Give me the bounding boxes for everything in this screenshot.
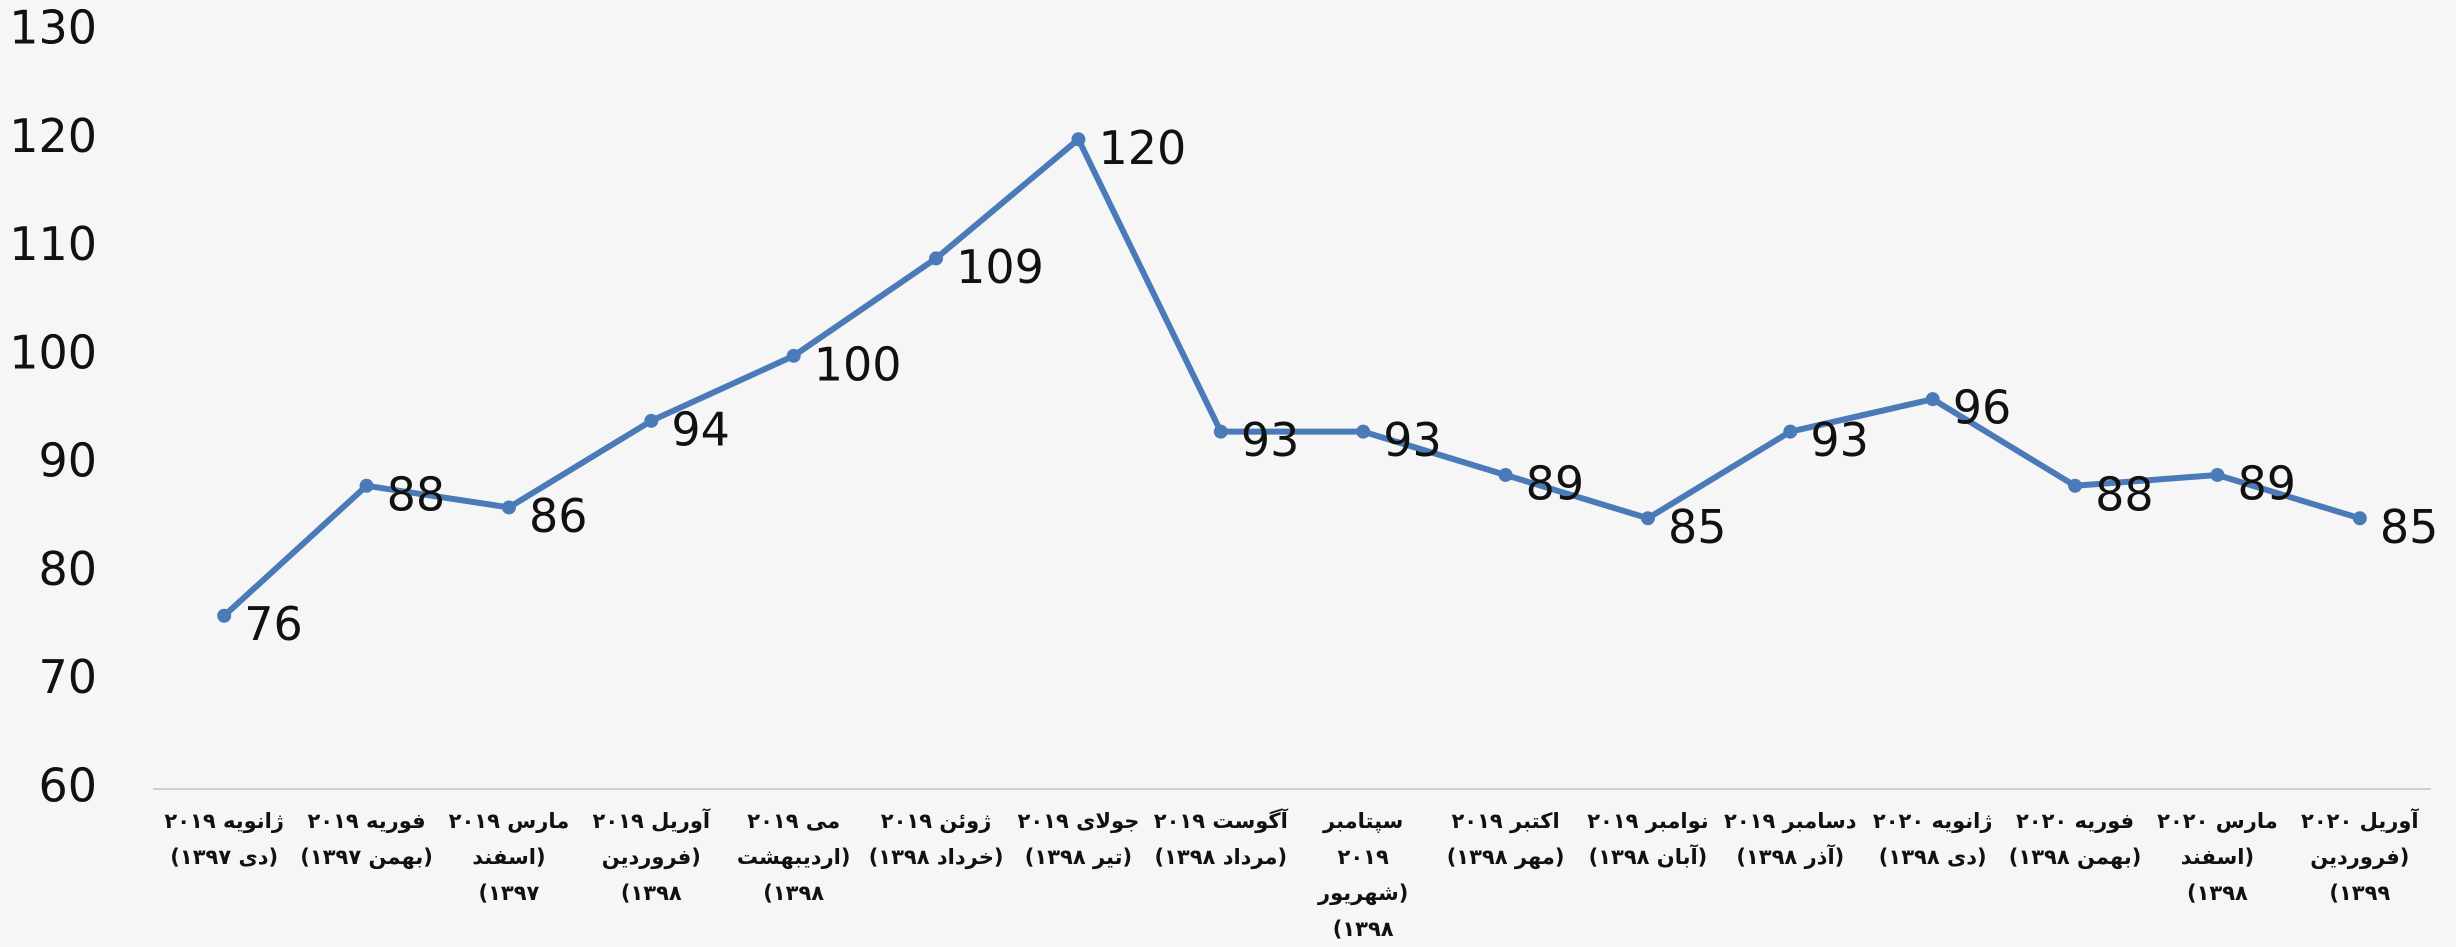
x-tick-label: فوریه ۲۰۲۰ (بهمن ۱۳۹۸) [2008, 809, 2142, 869]
x-tick-label: آوریل ۲۰۲۰ (فروردین ۱۳۹۹) [2301, 809, 2419, 905]
marker [929, 251, 944, 266]
y-tick-label: 130 [9, 1, 97, 55]
data-label: 120 [1098, 121, 1186, 175]
marker [359, 478, 374, 493]
x-tick-label: ژوئن ۲۰۱۹ (خرداد ۱۳۹۸) [868, 809, 1004, 869]
x-tick-label: می ۲۰۱۹ (اردیبهشت ۱۳۹۸) [736, 809, 851, 905]
x-tick-label: نوامبر ۲۰۱۹ (آبان ۱۳۹۸) [1587, 809, 1709, 869]
marker [2352, 511, 2367, 526]
y-tick-label: 120 [9, 109, 97, 163]
data-label: 88 [2095, 467, 2154, 521]
y-tick-label: 70 [38, 650, 97, 704]
y-tick-label: 60 [38, 759, 97, 813]
data-label: 93 [1383, 413, 1442, 467]
x-tick-label: آوریل ۲۰۱۹ (فروردین ۱۳۹۸) [592, 809, 711, 905]
x-tick-label: آگوست ۲۰۱۹ (مرداد ۱۳۹۸) [1153, 809, 1288, 869]
marker [786, 348, 801, 363]
marker [1071, 132, 1086, 147]
data-label: 85 [2380, 500, 2439, 554]
y-tick-label: 100 [9, 325, 97, 379]
y-tick-label: 110 [9, 217, 97, 271]
data-label: 89 [1526, 456, 1585, 510]
data-label: 93 [1241, 413, 1300, 467]
x-tick-label: مارس ۲۰۱۹ (اسفند ۱۳۹۷) [448, 809, 570, 905]
x-tick-label: ژانویه ۲۰۱۹ (دی ۱۳۹۷) [164, 809, 284, 869]
data-label: 85 [1668, 500, 1727, 554]
data-label: 94 [671, 402, 730, 456]
marker [2210, 467, 2225, 482]
data-label: 96 [1953, 381, 2012, 435]
marker [1783, 424, 1798, 439]
chart: 60 70 80 90 100 110 120 130 76 88 86 94 100 109 120 93 9… [9, 1, 2439, 813]
x-tick-label: مارس ۲۰۲۰ (اسفند ۱۳۹۸) [2157, 809, 2278, 905]
marker [1356, 424, 1371, 439]
data-label: 86 [529, 489, 588, 543]
x-tick-label: دسامبر ۲۰۱۹ (آذر ۱۳۹۸) [1724, 809, 1857, 869]
line [222, 136, 2361, 618]
data-label: 88 [387, 467, 446, 521]
marker [1213, 424, 1228, 439]
data-label: 109 [956, 240, 1044, 294]
marker [217, 608, 232, 623]
marker [2068, 478, 2083, 493]
data-label: 76 [244, 597, 303, 651]
chart-wrap: 60 70 80 90 100 110 120 130 76 88 86 94 100 109 120 93 9… [9, 1, 2439, 942]
x-tick-label: فوریه ۲۰۱۹ (بهمن ۱۳۹۷) [300, 809, 433, 869]
marker [1640, 511, 1655, 526]
data-label: 93 [1810, 413, 1869, 467]
marker [644, 413, 659, 428]
y-tick-label: 90 [38, 434, 97, 488]
marker [501, 500, 516, 515]
x-tick-label: اکتبر ۲۰۱۹ (مهر ۱۳۹۸) [1446, 809, 1565, 869]
y-tick-label: 80 [38, 542, 97, 596]
marker [1498, 467, 1513, 482]
data-label: 100 [814, 337, 902, 391]
data-label: 89 [2237, 456, 2296, 510]
x-tick-label: سپتامبر ۲۰۱۹ (شهریور ۱۳۹۸) [1318, 809, 1409, 941]
x-tick-label: ژانویه ۲۰۲۰ (دی ۱۳۹۸) [1872, 809, 1993, 869]
marker [1925, 392, 1940, 407]
x-tick-label: جولای ۲۰۱۹ (تیر ۱۳۹۸) [1017, 809, 1140, 869]
